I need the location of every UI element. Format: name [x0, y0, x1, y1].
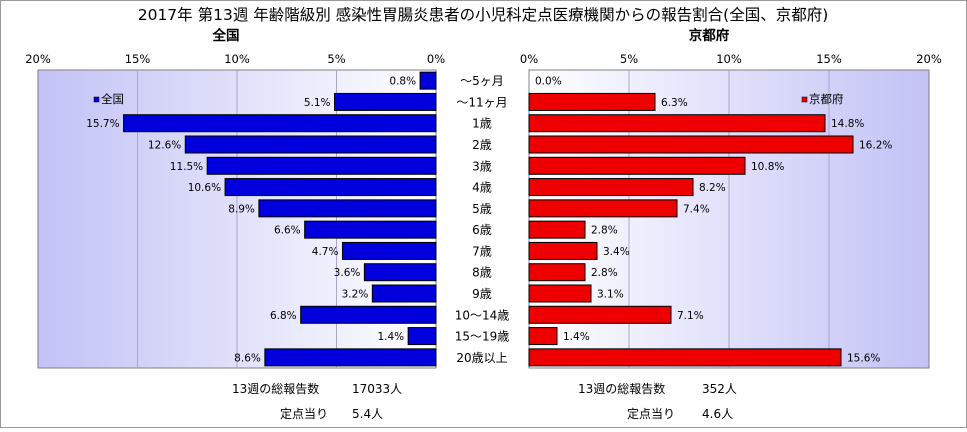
category-label: ～11ヶ月 — [456, 95, 507, 109]
bar — [123, 114, 437, 133]
category-label: 7歳 — [472, 244, 492, 258]
bar — [528, 156, 746, 175]
data-label: 1.4% — [563, 331, 590, 343]
x-tick-label: 5% — [620, 52, 638, 66]
bar — [528, 241, 598, 260]
category-label: 10～14歳 — [455, 308, 510, 322]
data-label: 6.6% — [274, 225, 301, 237]
data-label: 8.9% — [228, 203, 255, 215]
panel-title: 全国 — [212, 27, 240, 44]
x-tick-label: 10% — [716, 52, 742, 66]
category-label: 6歳 — [472, 223, 492, 237]
bar — [334, 92, 437, 111]
bar — [528, 284, 592, 303]
chart-title: 2017年 第13週 年齢階級別 感染性胃腸炎患者の小児科定点医療機関からの報告… — [138, 6, 829, 24]
bar — [528, 220, 586, 239]
x-tick-label: 15% — [125, 52, 151, 66]
x-tick-label: 0% — [427, 52, 445, 66]
data-label: 16.2% — [859, 140, 892, 152]
panel-title: 京都府 — [689, 27, 730, 44]
footer-label: 13週の総報告数 — [232, 381, 319, 396]
x-tick-label: 5% — [327, 52, 345, 66]
category-label: 4歳 — [472, 181, 492, 195]
x-tick-label: 20% — [916, 52, 942, 66]
footer-label: 13週の総報告数 — [578, 381, 665, 396]
bar — [407, 327, 437, 346]
footer-value: 4.6人 — [702, 407, 733, 421]
bar — [528, 92, 656, 111]
bar — [184, 135, 437, 154]
data-label: 0.0% — [535, 76, 562, 88]
footer-value: 5.4人 — [352, 407, 383, 421]
data-label: 10.8% — [751, 161, 784, 173]
bar — [264, 348, 437, 367]
data-label: 2.8% — [591, 225, 618, 237]
panel-kyoto: 0% 5% 10% 15% 20% 京都府 0.0% 6.3% 14.8% 16.2% 10.8% 8… — [520, 27, 942, 421]
category-label: 5歳 — [472, 202, 492, 216]
bar — [528, 178, 694, 197]
footer-label: 定点当り — [280, 406, 328, 421]
footer-value: 17033人 — [352, 382, 402, 396]
data-label: 3.1% — [597, 289, 624, 301]
data-label: 6.3% — [661, 97, 688, 109]
bar — [528, 327, 558, 346]
x-tick-label: 15% — [816, 52, 842, 66]
data-label: 15.6% — [847, 352, 880, 364]
data-label: 7.4% — [683, 203, 710, 215]
x-tick-label: 0% — [520, 52, 538, 66]
bar — [528, 135, 854, 154]
category-label: 3歳 — [472, 159, 492, 173]
bar — [341, 241, 437, 260]
bar — [528, 114, 826, 133]
legend-label: 全国 — [101, 92, 124, 106]
legend-label: 京都府 — [809, 92, 844, 106]
data-label: 12.6% — [148, 140, 181, 152]
footer-label: 定点当り — [627, 406, 675, 421]
data-label: 3.4% — [603, 246, 630, 258]
category-label: 1歳 — [472, 117, 492, 131]
bar — [258, 199, 437, 218]
bar — [528, 199, 678, 218]
bar — [419, 71, 437, 90]
data-label: 11.5% — [170, 161, 203, 173]
data-label: 6.8% — [270, 310, 297, 322]
data-label: 10.6% — [188, 182, 221, 194]
data-label: 1.4% — [377, 331, 404, 343]
bar — [224, 178, 437, 197]
bar — [304, 220, 437, 239]
data-label: 7.1% — [677, 310, 704, 322]
category-label: 9歳 — [472, 287, 492, 301]
data-label: 8.6% — [234, 352, 261, 364]
data-label: 4.7% — [312, 246, 339, 258]
bar — [528, 305, 672, 324]
legend-swatch — [93, 96, 100, 103]
data-label: 15.7% — [86, 118, 119, 130]
data-label: 8.2% — [699, 182, 726, 194]
bar — [528, 263, 586, 282]
panel-zenkoku: 20% 15% 10% 5% 0% 全国 0.8% 5.1% 15.7% 12.6% 11.5% 10… — [25, 27, 445, 421]
data-label: 3.2% — [342, 289, 369, 301]
data-label: 5.1% — [304, 97, 331, 109]
bar — [528, 348, 842, 367]
category-label: 8歳 — [472, 266, 492, 280]
category-label: 20歳以上 — [456, 351, 507, 365]
category-label: ～5ヶ月 — [460, 74, 504, 88]
data-label: 3.6% — [334, 267, 361, 279]
category-labels: ～5ヶ月 ～11ヶ月 1歳 2歳 3歳 4歳 5歳 6歳 7歳 8歳 9歳 10～14歳 15～19歳 2… — [455, 74, 510, 365]
x-tick-label: 20% — [25, 52, 51, 66]
data-label: 14.8% — [831, 118, 864, 130]
legend-swatch — [801, 96, 808, 103]
footer-value: 352人 — [702, 382, 737, 396]
category-label: 15～19歳 — [455, 330, 510, 344]
bar — [206, 156, 437, 175]
x-tick-label: 10% — [224, 52, 250, 66]
bar — [363, 263, 437, 282]
data-label: 2.8% — [591, 267, 618, 279]
bar — [371, 284, 437, 303]
bar — [300, 305, 437, 324]
category-label: 2歳 — [472, 138, 492, 152]
data-label: 0.8% — [389, 76, 416, 88]
